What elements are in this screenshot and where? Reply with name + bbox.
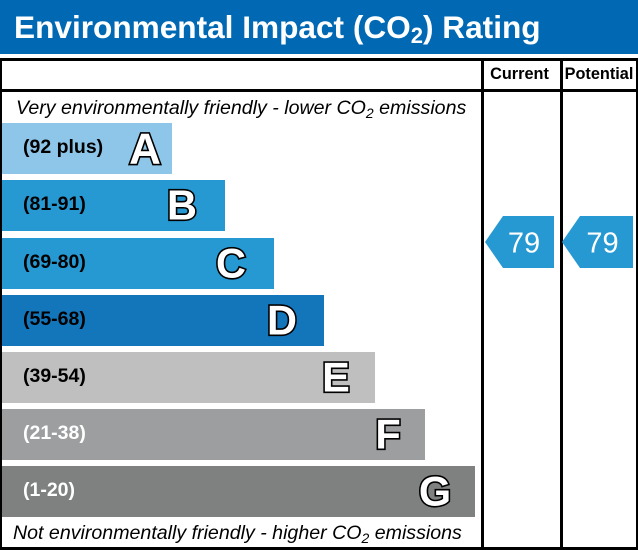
svg-text:F: F [375,411,400,458]
svg-text:E: E [322,353,350,400]
svg-text:B: B [167,182,197,229]
svg-text:D: D [267,296,297,343]
svg-text:A: A [129,124,161,173]
svg-text:79: 79 [508,228,540,260]
svg-text:C: C [216,239,246,286]
svg-text:79: 79 [586,228,618,260]
svg-text:G: G [419,468,451,515]
